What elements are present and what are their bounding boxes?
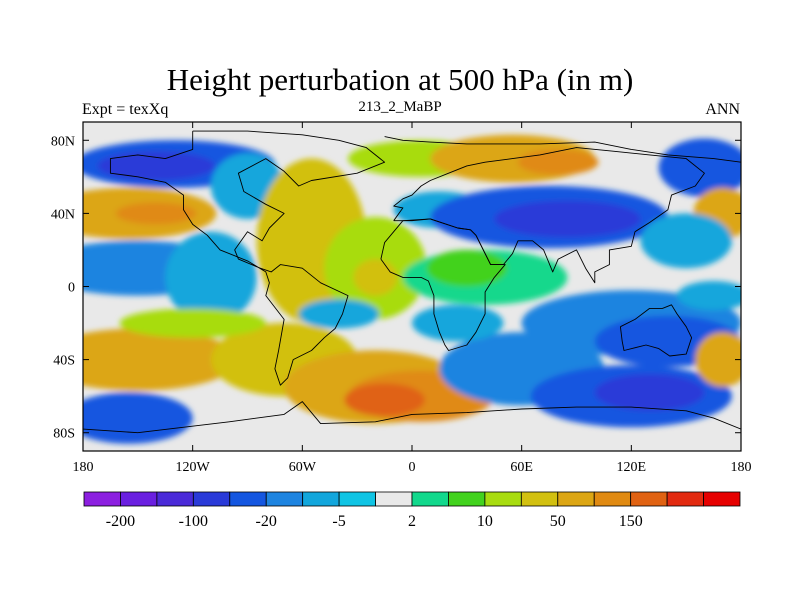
colorbar-label-4: 2 <box>408 513 416 530</box>
field-region-1 <box>97 151 215 181</box>
colorbar-box-11 <box>484 491 522 507</box>
field-region-20 <box>426 249 507 287</box>
colorbar-box-9 <box>411 491 449 507</box>
field-region-34 <box>298 299 380 329</box>
x-tick-label-0: 180 <box>73 460 94 475</box>
field-region-31 <box>594 374 705 411</box>
coastline-4 <box>619 304 693 357</box>
y-tick-label-4: 80S <box>53 427 75 442</box>
field-region-24 <box>83 328 239 391</box>
y-tick-label-1: 40N <box>51 207 75 222</box>
colorbar-box-10 <box>448 491 486 507</box>
colorbar-label-0: -200 <box>106 513 135 530</box>
x-tick-label-6: 180 <box>731 460 752 475</box>
y-tick-label-2: 0 <box>68 281 75 296</box>
colorbar-box-4 <box>229 491 267 507</box>
colorbar-label-5: 10 <box>477 513 493 530</box>
colorbar: -200 -100 -20 -5 2 10 50 150 <box>83 491 741 530</box>
colorbar-box-5 <box>265 491 304 507</box>
field-region-5 <box>165 231 257 324</box>
x-tick-label-5: 120E <box>617 460 647 475</box>
field-region-18 <box>640 213 732 269</box>
coastline-0 <box>109 130 386 386</box>
x-tick-label-2: 60W <box>289 460 317 475</box>
coastline-layer <box>83 130 741 434</box>
field-region-12 <box>518 149 599 175</box>
colorbar-box-2 <box>156 491 194 507</box>
y-tick-label-0: 80N <box>51 134 75 149</box>
field-region-23 <box>677 281 741 311</box>
field-region-33 <box>695 332 741 387</box>
coastline-5 <box>83 401 741 434</box>
colorbar-box-1 <box>120 491 158 507</box>
colorbar-box-8 <box>375 491 413 507</box>
x-tick-label-1: 120W <box>176 460 211 475</box>
coastline-1 <box>384 136 741 163</box>
field-region-35 <box>412 304 504 342</box>
colorbar-box-3 <box>192 491 231 507</box>
run-id-label: 213_2_MaBP <box>358 99 442 115</box>
x-axis-ticks: 180 120W 60W 0 60E 120E 180 <box>73 122 752 475</box>
x-tick-label-3: 0 <box>409 460 416 475</box>
field-region-36 <box>119 308 266 338</box>
field-region-15 <box>494 200 641 238</box>
field-region-9 <box>353 259 398 296</box>
field-region-28 <box>344 383 425 417</box>
colorbar-label-7: 150 <box>619 513 643 530</box>
colorbar-box-17 <box>703 491 741 507</box>
colorbar-box-12 <box>520 491 559 507</box>
colorbar-box-14 <box>593 491 632 507</box>
experiment-label: Expt = texXq <box>82 101 169 118</box>
colorbar-box-0 <box>83 491 121 507</box>
colorbar-box-15 <box>630 491 668 507</box>
colorbar-box-7 <box>338 491 376 507</box>
colorbar-label-3: -5 <box>332 513 345 530</box>
colorbar-box-6 <box>302 491 340 507</box>
colorbar-box-13 <box>557 491 595 507</box>
colorbar-label-6: 50 <box>550 513 566 530</box>
y-axis-ticks: 80N 40N 0 40S 80S <box>51 134 741 442</box>
field-region-32 <box>83 392 193 444</box>
field-region-16 <box>658 138 741 197</box>
field-region-3 <box>115 202 197 225</box>
x-tick-label-4: 60E <box>510 460 533 475</box>
colorbar-label-1: -100 <box>179 513 208 530</box>
plot-title: Height perturbation at 500 hPa (in m) <box>166 62 634 97</box>
colorbar-label-2: -20 <box>256 513 277 530</box>
season-label: ANN <box>705 101 740 118</box>
y-tick-label-3: 40S <box>53 354 75 369</box>
field-layer <box>83 134 741 444</box>
coastline-3 <box>380 218 506 351</box>
colorbar-box-16 <box>666 491 704 507</box>
